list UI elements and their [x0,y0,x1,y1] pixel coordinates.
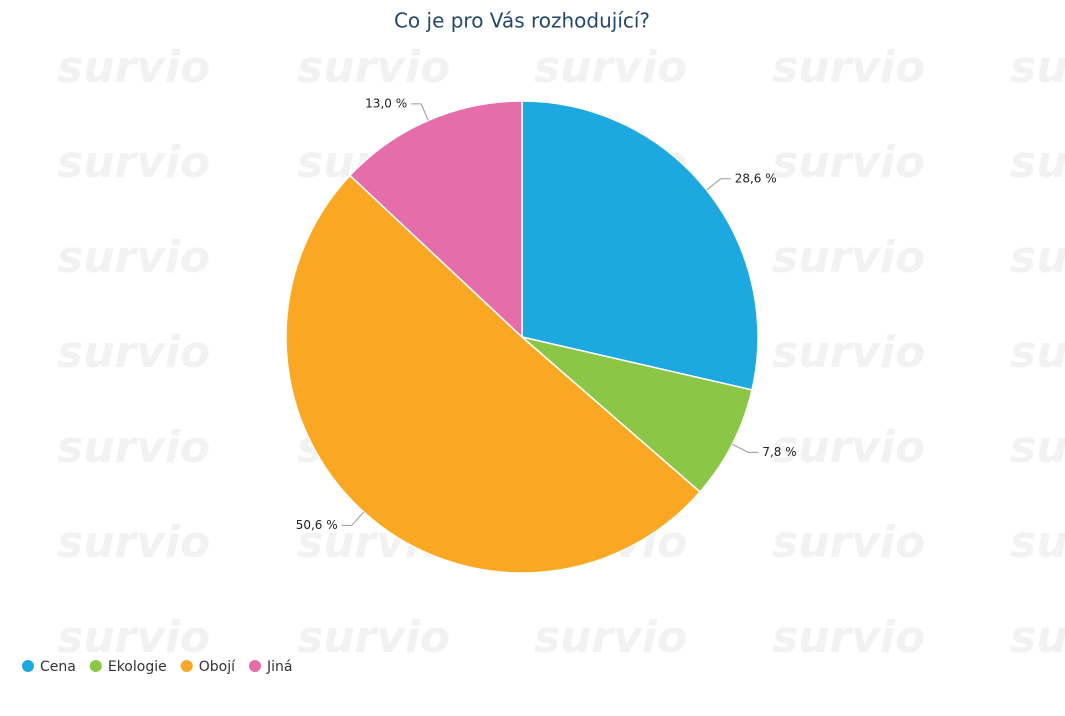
pie-slice [285,174,702,574]
data-label: 13,0 % [365,96,407,110]
label-connector [411,103,429,121]
watermark: survio [1010,42,1065,93]
watermark: survio [57,422,210,473]
label-connector [706,178,731,191]
pie-slice [521,100,759,391]
watermark: survio [57,137,210,188]
watermark: survio [1010,232,1065,283]
watermark: survio [1010,422,1065,473]
watermark: survio [297,612,450,663]
legend-label: Jiná [266,659,292,675]
legend-label: Obojí [199,659,236,675]
data-label: 28,6 % [735,171,777,185]
label-connector [341,511,365,526]
watermark: survio [772,422,925,473]
data-label: 50,6 % [296,518,338,532]
legend-marker [89,660,102,672]
legend-marker [180,660,193,672]
legend-marker [22,660,34,672]
watermark: survio [57,232,210,283]
watermark: survio [1010,612,1065,663]
pie-slice [521,336,753,494]
legend-label: Cena [40,659,76,675]
watermark: survio [57,42,210,93]
watermark: survio [772,612,925,663]
watermark: survio [772,327,925,378]
watermark: survio [297,42,450,93]
watermark: survio [57,517,210,568]
watermark: survio [772,137,925,188]
legend-label: Ekologie [108,659,167,675]
watermark: survio [1010,137,1065,188]
watermark: survio [1010,327,1065,378]
watermarks: survio survio survio survio survio survio surv… [57,42,1065,663]
watermark: survio [1010,517,1065,568]
watermark: survio [57,327,210,378]
data-label: 7,8 % [762,445,796,459]
chart-title: Co je pro Vás rozhodující? [394,9,650,33]
watermark: survio [772,232,925,283]
watermark: survio [57,612,210,663]
watermark: survio [534,42,687,93]
legend-marker [248,660,261,672]
label-connector [732,443,759,453]
watermark: survio [534,612,687,663]
watermark: survio [772,42,925,93]
watermark: survio [772,517,925,568]
